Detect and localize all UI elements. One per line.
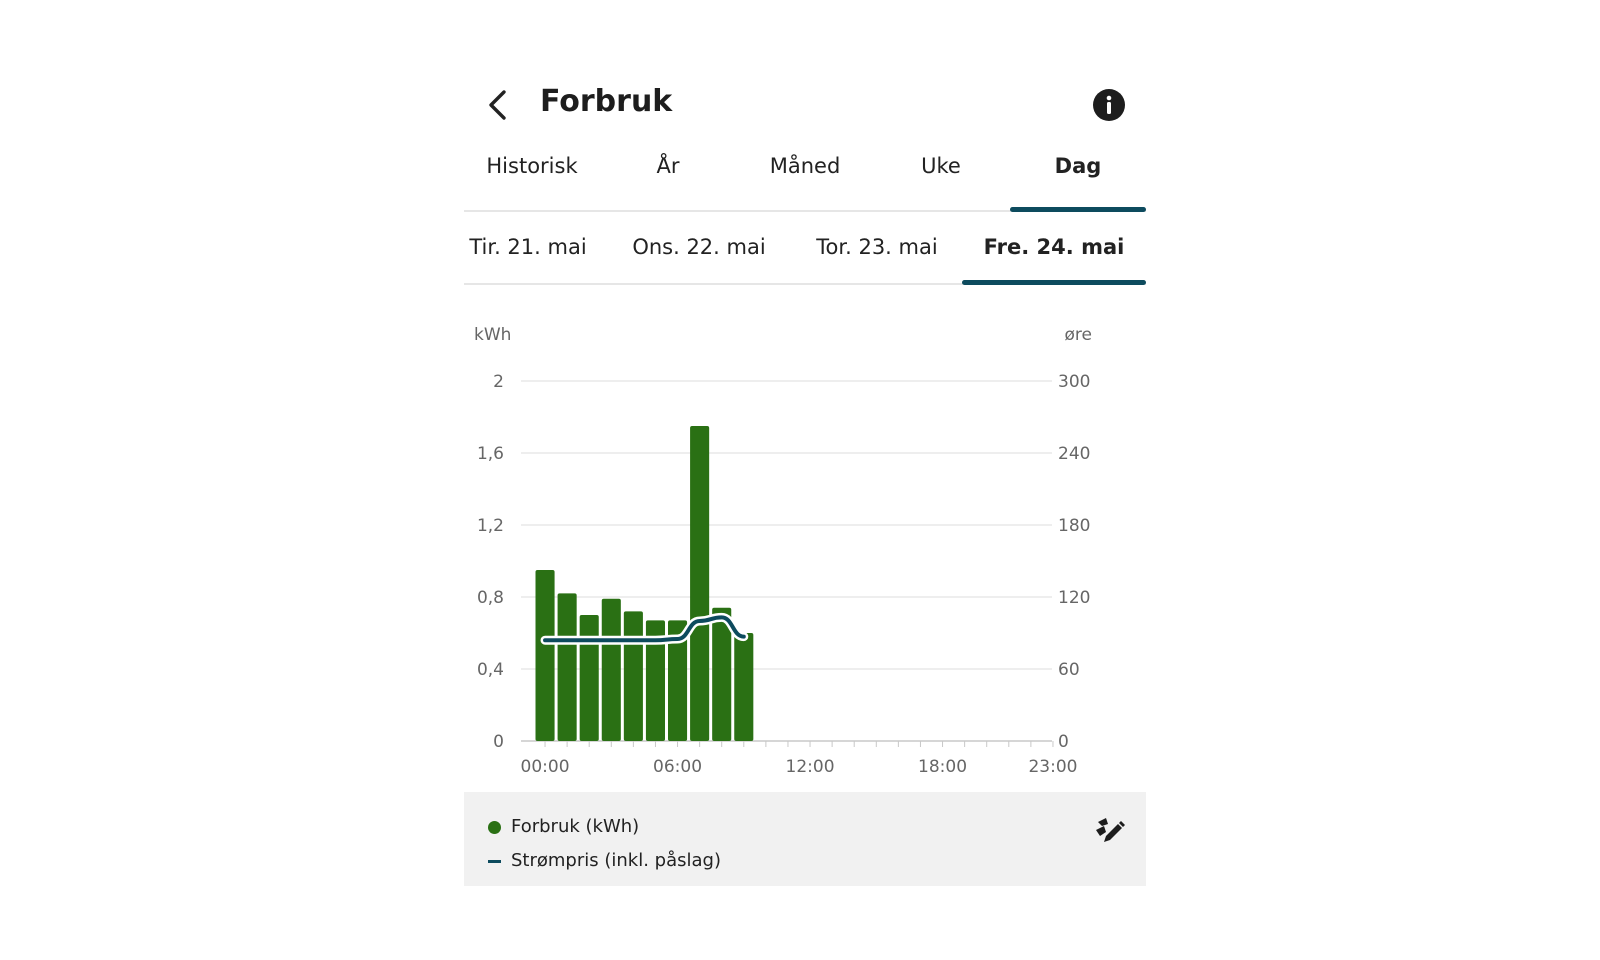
info-icon bbox=[1093, 89, 1125, 121]
x-tick-label: 00:00 bbox=[521, 757, 570, 777]
day-selector: Tir. 21. mai Ons. 22. mai Tor. 23. mai F… bbox=[464, 212, 1146, 285]
tab-uke[interactable]: Uke bbox=[921, 154, 961, 178]
left-tick-label: 1,2 bbox=[477, 516, 504, 536]
tab-dag[interactable]: Dag bbox=[1054, 154, 1102, 178]
bar bbox=[668, 620, 688, 741]
right-tick-label: 240 bbox=[1058, 444, 1090, 464]
chevron-left-icon bbox=[489, 90, 506, 120]
day-ons-22-mai[interactable]: Ons. 22. mai bbox=[632, 235, 766, 259]
right-tick-label: 180 bbox=[1058, 516, 1090, 536]
left-tick-label: 0,8 bbox=[477, 588, 504, 608]
bar bbox=[623, 611, 643, 741]
legend-label-strompris: Strømpris (inkl. påslag) bbox=[511, 850, 721, 871]
right-tick-label: 60 bbox=[1058, 660, 1080, 680]
left-tick-label: 2 bbox=[493, 372, 504, 392]
header: Forbruk bbox=[464, 74, 1146, 140]
day-tir-21-mai[interactable]: Tir. 21. mai bbox=[469, 235, 587, 259]
left-axis-title: kWh bbox=[474, 325, 511, 345]
right-tick-label: 0 bbox=[1058, 732, 1069, 752]
chart-legend: Forbruk (kWh) Strømpris (inkl. påslag) bbox=[464, 792, 1146, 886]
active-tab-indicator bbox=[1010, 207, 1146, 212]
back-button[interactable] bbox=[482, 88, 516, 122]
left-tick-label: 1,6 bbox=[477, 444, 504, 464]
consumption-panel: Forbruk Historisk År Måned Uke Dag Tir. … bbox=[464, 74, 1146, 285]
x-tick-label: 12:00 bbox=[786, 757, 835, 777]
price-line bbox=[543, 615, 746, 643]
legend-dot-icon bbox=[488, 820, 501, 834]
bar bbox=[712, 607, 732, 741]
active-day-indicator bbox=[962, 280, 1146, 285]
period-tabs: Historisk År Måned Uke Dag bbox=[464, 140, 1146, 212]
legend-dash-icon bbox=[488, 859, 501, 863]
bar bbox=[734, 633, 754, 741]
bar bbox=[601, 598, 621, 741]
left-tick-label: 0 bbox=[493, 732, 504, 752]
bar bbox=[535, 570, 555, 741]
tab-ar[interactable]: År bbox=[656, 154, 680, 178]
right-tick-label: 300 bbox=[1058, 372, 1090, 392]
bar bbox=[690, 426, 710, 741]
bar bbox=[645, 620, 665, 741]
chart-settings-button[interactable] bbox=[1092, 814, 1126, 848]
tab-maned[interactable]: Måned bbox=[769, 154, 841, 178]
day-tor-23-mai[interactable]: Tor. 23. mai bbox=[816, 235, 938, 259]
consumption-chart: kWh øre 0 0 0,4 60 0,8 120 1,2 180 1,6 240 2 300 00:00… bbox=[474, 325, 1092, 777]
legend-item-strompris: Strømpris (inkl. påslag) bbox=[488, 850, 721, 871]
day-fre-24-mai[interactable]: Fre. 24. mai bbox=[983, 235, 1125, 259]
x-tick-label: 18:00 bbox=[918, 757, 967, 777]
legend-label-forbruk: Forbruk (kWh) bbox=[511, 816, 640, 837]
bar bbox=[557, 593, 577, 741]
right-axis-title: øre bbox=[1065, 325, 1092, 345]
x-tick-label: 23:00 bbox=[1028, 757, 1077, 777]
bar bbox=[579, 615, 599, 741]
edit-chart-icon bbox=[1096, 818, 1125, 842]
left-tick-label: 0,4 bbox=[477, 660, 504, 680]
x-tick-label: 06:00 bbox=[653, 757, 702, 777]
right-tick-label: 120 bbox=[1058, 588, 1090, 608]
page-title: Forbruk bbox=[540, 84, 673, 119]
legend-item-forbruk: Forbruk (kWh) bbox=[488, 816, 639, 837]
info-button[interactable] bbox=[1092, 88, 1126, 122]
tab-historisk[interactable]: Historisk bbox=[486, 154, 578, 178]
